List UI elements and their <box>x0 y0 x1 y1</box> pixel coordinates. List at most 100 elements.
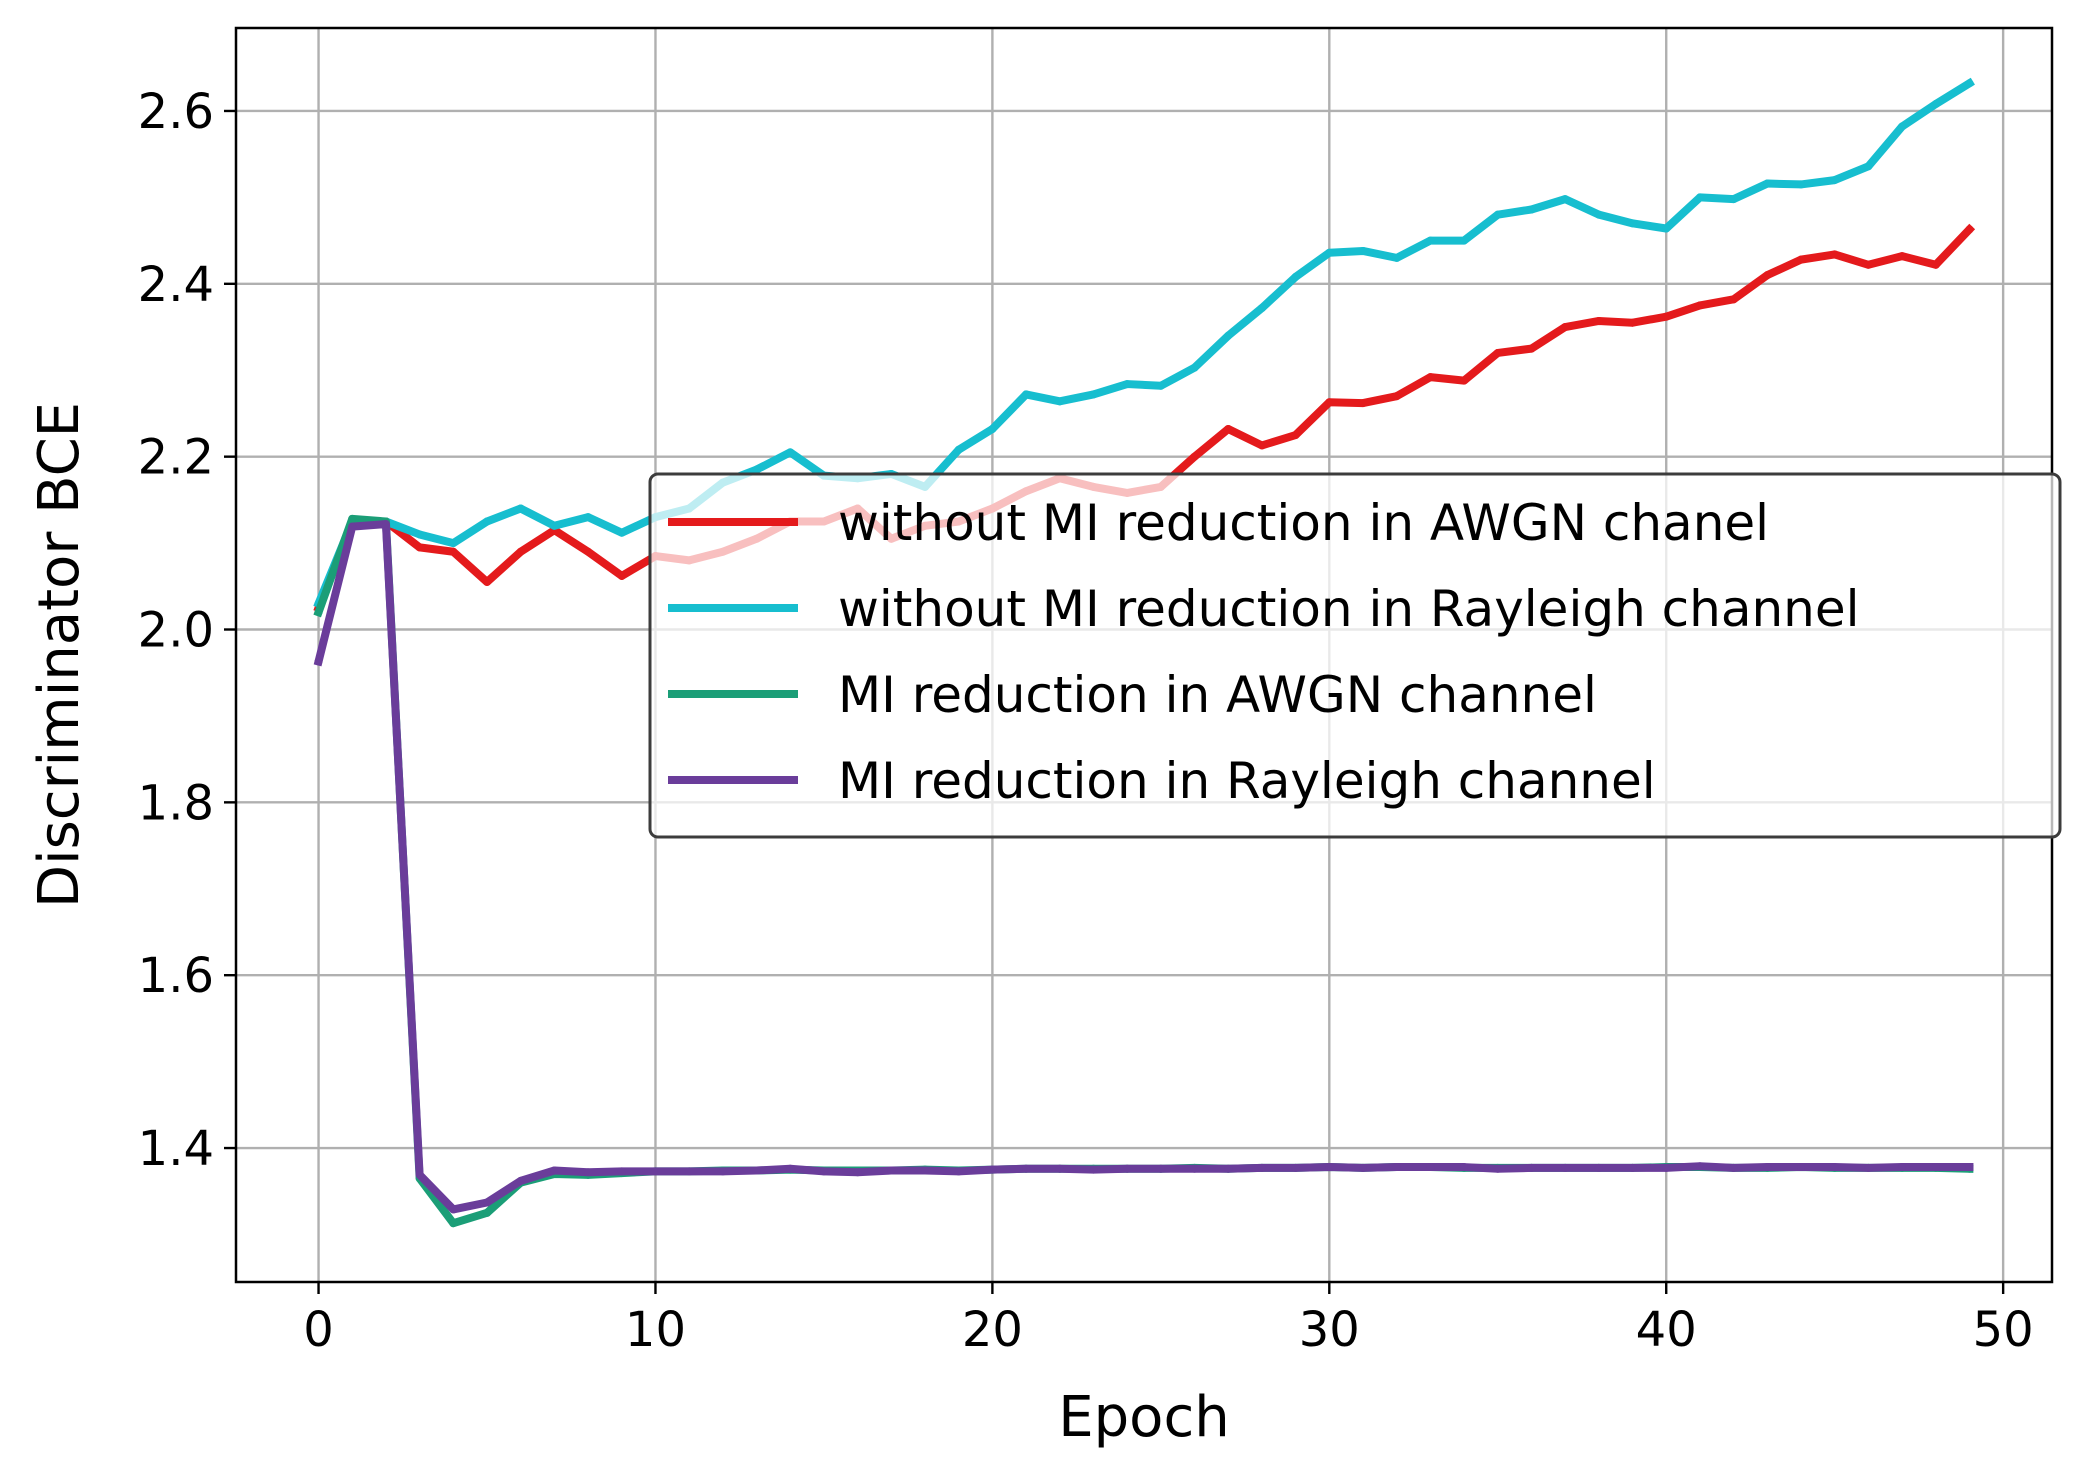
data-point <box>415 543 424 552</box>
axis-ticks: 0 10 20 30 40 50 1.4 1.6 1.8 2.0 2.2 2.4 2.6 <box>138 84 2034 1358</box>
data-point <box>1931 1163 1940 1172</box>
data-point <box>1123 1164 1132 1173</box>
data-point <box>853 1168 862 1177</box>
data-point <box>1190 1164 1199 1173</box>
data-point <box>718 1167 727 1176</box>
data-point <box>1594 1163 1603 1172</box>
data-point <box>1257 304 1266 313</box>
data-point <box>314 657 323 666</box>
data-point <box>1527 1163 1536 1172</box>
data-point <box>348 522 357 531</box>
data-point <box>1055 1164 1064 1173</box>
data-point <box>516 504 525 513</box>
data-point <box>1156 1164 1165 1173</box>
data-point <box>1830 1163 1839 1172</box>
data-point <box>1864 260 1873 269</box>
data-point <box>954 445 963 454</box>
legend-label: MI reduction in Rayleigh channel <box>838 752 1656 810</box>
data-point <box>1561 1163 1570 1172</box>
data-point <box>1931 100 1940 109</box>
data-point <box>1796 255 1805 264</box>
data-point <box>1190 452 1199 461</box>
data-point <box>483 1208 492 1217</box>
data-point <box>1695 193 1704 202</box>
data-point <box>1291 1163 1300 1172</box>
data-point <box>415 530 424 539</box>
data-point <box>1190 363 1199 372</box>
x-tick-label: 30 <box>1299 1302 1360 1358</box>
x-tick-label: 40 <box>1636 1302 1697 1358</box>
data-point <box>1763 1163 1772 1172</box>
series-line <box>313 77 1975 609</box>
y-tick-label: 1.6 <box>138 948 214 1004</box>
data-point <box>516 547 525 556</box>
data-point <box>1022 390 1031 399</box>
data-point <box>1628 1163 1637 1172</box>
data-point <box>819 1167 828 1176</box>
data-point <box>921 1166 930 1175</box>
data-point <box>1695 1162 1704 1171</box>
data-point <box>752 465 761 474</box>
y-tick-label: 2.4 <box>138 257 214 313</box>
data-point <box>1392 392 1401 401</box>
data-point <box>1527 344 1536 353</box>
data-point <box>1325 248 1334 257</box>
data-point <box>1291 272 1300 281</box>
data-point <box>1493 210 1502 219</box>
data-point <box>1898 1163 1907 1172</box>
data-point <box>1864 162 1873 171</box>
data-point <box>1763 179 1772 188</box>
data-point <box>1729 1163 1738 1172</box>
x-axis-label: Epoch <box>1058 1385 1229 1450</box>
data-point <box>483 1198 492 1207</box>
data-point <box>1594 316 1603 325</box>
data-point <box>449 547 458 556</box>
data-point <box>550 521 559 530</box>
y-tick-label: 1.4 <box>138 1121 214 1177</box>
data-point <box>1257 1163 1266 1172</box>
data-point <box>1729 295 1738 304</box>
data-point <box>1460 236 1469 245</box>
data-point <box>1426 1163 1435 1172</box>
data-point <box>1224 331 1233 340</box>
data-point <box>1291 431 1300 440</box>
data-point <box>1662 312 1671 321</box>
data-point <box>1662 1163 1671 1172</box>
data-point <box>1392 1163 1401 1172</box>
data-point <box>1123 380 1132 389</box>
data-point <box>1796 1163 1805 1172</box>
data-point <box>1594 210 1603 219</box>
data-point <box>685 1167 694 1176</box>
data-point <box>1830 176 1839 185</box>
data-point <box>1561 323 1570 332</box>
data-point <box>1493 348 1502 357</box>
data-point <box>1358 246 1367 255</box>
data-point <box>651 1167 660 1176</box>
data-point <box>1965 225 1974 234</box>
data-point <box>516 1176 525 1185</box>
data-point <box>1830 250 1839 259</box>
legend: without MI reduction in AWGN chanel witho… <box>648 472 2062 839</box>
series-line <box>313 520 1974 1214</box>
x-tick-label: 50 <box>1973 1302 2034 1358</box>
data-point <box>617 528 626 537</box>
data-point <box>1864 1163 1873 1172</box>
data-point <box>1089 1165 1098 1174</box>
data-point <box>483 577 492 586</box>
data-point <box>1089 390 1098 399</box>
data-point <box>1224 1164 1233 1173</box>
data-point <box>954 1167 963 1176</box>
data-point <box>483 517 492 526</box>
data-point <box>415 1170 424 1179</box>
data-point <box>381 520 390 529</box>
data-point <box>1224 425 1233 434</box>
data-point <box>584 547 593 556</box>
data-point <box>1055 397 1064 406</box>
data-point <box>314 608 323 617</box>
data-point <box>1022 1164 1031 1173</box>
data-point <box>786 1164 795 1173</box>
data-point <box>1898 122 1907 131</box>
data-point <box>1628 318 1637 327</box>
data-point <box>1527 205 1536 214</box>
x-tick-label: 20 <box>962 1302 1023 1358</box>
